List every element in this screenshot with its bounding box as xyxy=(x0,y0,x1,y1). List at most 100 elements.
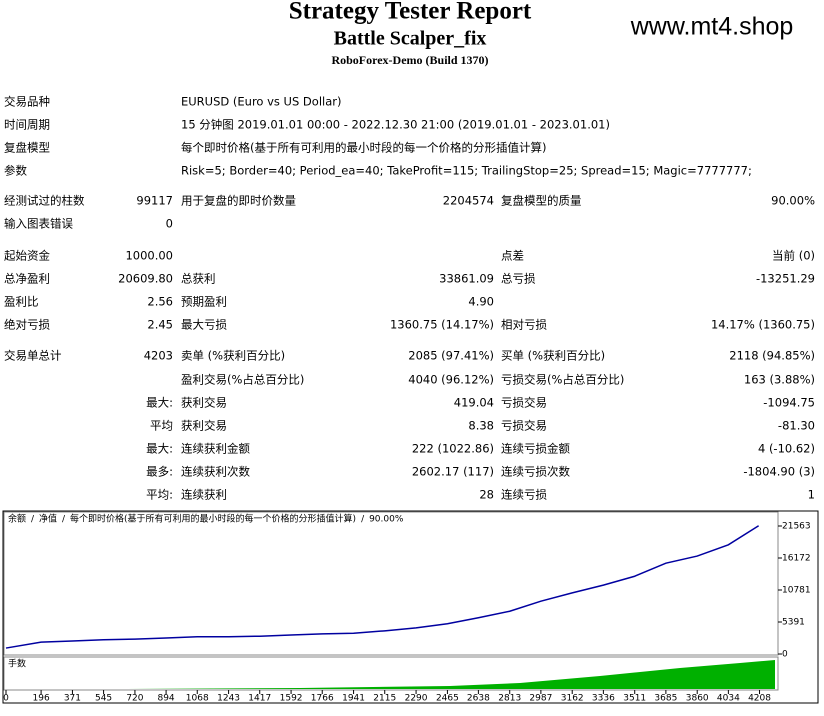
stat-label: 用于复盘的即时价数量 xyxy=(181,194,296,208)
stat-value: 最大: xyxy=(146,442,173,456)
stat-value: 20609.80 xyxy=(118,272,173,286)
x-tick-label: 2465 xyxy=(436,694,459,704)
stat-value: 平均: xyxy=(146,488,173,502)
stat-label: 输入图表错误 xyxy=(4,217,73,231)
legend-item: 余额 xyxy=(8,513,26,525)
stat-value: -81.30 xyxy=(778,419,815,433)
info-value: EURUSD (Euro vs US Dollar) xyxy=(181,95,341,109)
x-tick-label: 3336 xyxy=(592,694,615,704)
stat-value: 2118 (94.85%) xyxy=(729,349,815,363)
y-tick-label: 0 xyxy=(782,650,788,660)
stat-value: 1000.00 xyxy=(125,249,173,263)
title: Strategy Tester Report xyxy=(289,0,532,25)
x-tick-label: 3685 xyxy=(654,694,677,704)
stat-label: 亏损交易 xyxy=(501,419,547,433)
x-tick-label: 3162 xyxy=(561,694,584,704)
stat-value: 2.56 xyxy=(147,295,173,309)
stat-value: 4 (-10.62) xyxy=(758,442,815,456)
stat-label: 连续亏损次数 xyxy=(501,465,570,479)
stat-value: 1 xyxy=(808,488,815,502)
legend-sep: / xyxy=(31,515,35,525)
subtitle: Battle Scalper_fix xyxy=(334,28,487,50)
stat-value: 28 xyxy=(479,488,494,502)
stat-label: 起始资金 xyxy=(4,249,50,263)
stat-value: 222 (1022.86) xyxy=(412,442,494,456)
lots-area xyxy=(120,660,775,689)
watermark: www.mt4.shop xyxy=(630,13,794,41)
stat-value: 最多: xyxy=(146,465,173,479)
x-tick-label: 2290 xyxy=(405,694,428,704)
y-tick-label: 16172 xyxy=(782,554,811,564)
stat-label: 获利交易 xyxy=(181,419,227,433)
stat-label: 最大亏损 xyxy=(181,318,227,332)
stat-value: 1360.75 (14.17%) xyxy=(390,318,494,332)
x-tick-label: 1941 xyxy=(342,694,365,704)
stat-value: 0 xyxy=(166,217,173,231)
info-label: 交易品种 xyxy=(4,95,50,109)
stat-value: 最大: xyxy=(146,396,173,410)
x-tick-label: 1417 xyxy=(248,694,271,704)
stat-label: 亏损交易(%占总百分比) xyxy=(501,373,624,387)
x-tick-label: 2813 xyxy=(498,694,521,704)
y-tick-label: 21563 xyxy=(782,521,811,531)
stat-value: 8.38 xyxy=(468,419,494,433)
stat-label: 经测试过的柱数 xyxy=(4,194,85,208)
stat-value: 2085 (97.41%) xyxy=(408,349,494,363)
stat-label: 相对亏损 xyxy=(501,318,547,332)
stat-value: 163 (3.88%) xyxy=(744,373,815,387)
stat-value: 90.00% xyxy=(771,194,815,208)
stat-label: 预期盈利 xyxy=(181,295,227,309)
legend-item: 净值 xyxy=(39,513,57,525)
legend-sep: / xyxy=(62,515,66,525)
x-tick-label: 3511 xyxy=(623,694,646,704)
stat-label: 卖单 (%获利百分比) xyxy=(181,349,285,363)
stat-label: 连续亏损 xyxy=(501,488,547,502)
stat-label: 交易单总计 xyxy=(4,349,62,363)
x-tick-label: 0 xyxy=(3,694,9,704)
x-tick-label: 371 xyxy=(64,694,81,704)
x-tick-label: 196 xyxy=(33,694,50,704)
stat-label: 亏损交易 xyxy=(501,396,547,410)
stat-value: 当前 (0) xyxy=(772,249,815,263)
info-label: 复盘模型 xyxy=(4,141,50,155)
info-value: Risk=5; Border=40; Period_ea=40; TakePro… xyxy=(181,164,752,178)
stat-label: 连续获利次数 xyxy=(181,465,250,479)
x-tick-label: 1068 xyxy=(186,694,209,704)
stat-value: 419.04 xyxy=(454,396,494,410)
stat-label: 点差 xyxy=(501,249,524,263)
stat-value: 2.45 xyxy=(147,318,173,332)
stat-label: 获利交易 xyxy=(181,396,227,410)
balance-line xyxy=(5,525,760,649)
legend-item: 90.00% xyxy=(369,515,404,525)
stat-value: 4203 xyxy=(144,349,173,363)
x-tick-label: 1243 xyxy=(217,694,240,704)
stat-value: 2204574 xyxy=(443,194,494,208)
x-tick-label: 4208 xyxy=(748,694,771,704)
stat-value: 平均 xyxy=(150,419,173,433)
stat-label: 连续获利金额 xyxy=(181,442,250,456)
stat-label: 连续亏损金额 xyxy=(501,442,570,456)
x-tick-label: 4034 xyxy=(717,694,740,704)
x-tick-label: 2638 xyxy=(467,694,490,704)
stat-value: 99117 xyxy=(136,194,173,208)
server: RoboForex-Demo (Build 1370) xyxy=(331,53,488,67)
stat-label: 总净盈利 xyxy=(4,272,50,286)
upper-pane xyxy=(3,511,779,656)
stat-value: 4.90 xyxy=(468,295,494,309)
stat-value: 4040 (96.12%) xyxy=(408,373,494,387)
stat-value: 14.17% (1360.75) xyxy=(711,318,815,332)
stat-label: 买单 (%获利百分比) xyxy=(501,349,605,363)
x-tick-label: 1592 xyxy=(280,694,303,704)
stat-label: 盈利交易(%占总百分比) xyxy=(181,373,304,387)
x-tick-label: 720 xyxy=(126,694,143,704)
stat-label: 盈利比 xyxy=(4,295,39,309)
stat-value: -13251.29 xyxy=(756,272,815,286)
legend-item: 每个即时价格(基于所有可利用的最小时段的每一个价格的分形插值计算) xyxy=(70,513,356,525)
x-tick-label: 545 xyxy=(95,694,112,704)
stat-label: 绝对亏损 xyxy=(4,318,50,332)
x-tick-label: 2115 xyxy=(373,694,396,704)
info-label: 参数 xyxy=(4,164,27,178)
info-value: 每个即时价格(基于所有可利用的最小时段的每一个价格的分形插值计算) xyxy=(181,141,546,155)
legend-sep: / xyxy=(361,515,365,525)
